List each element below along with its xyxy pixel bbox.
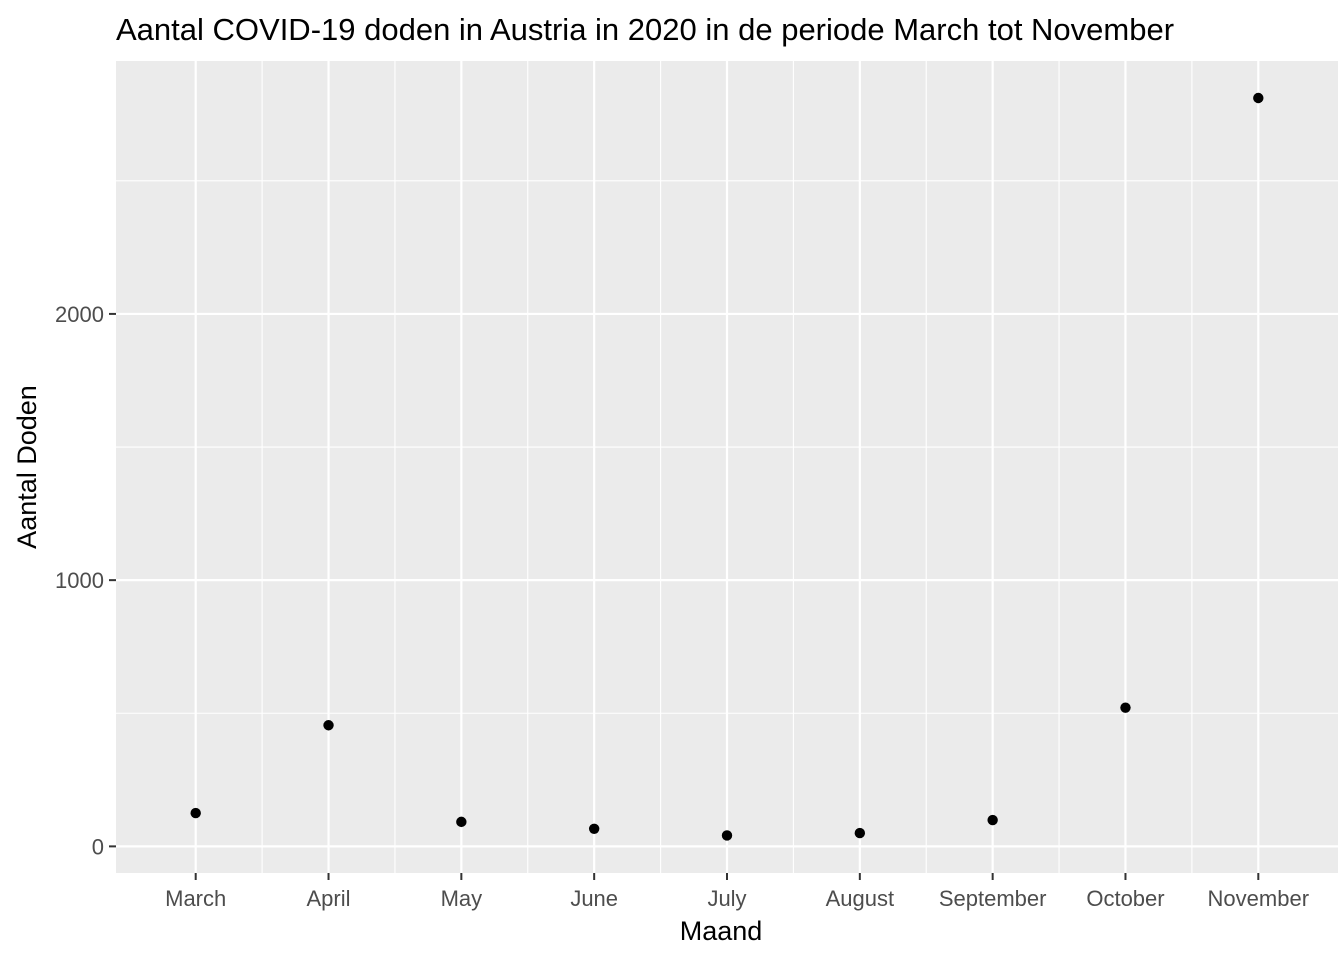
data-point	[588, 823, 600, 835]
data-points	[190, 92, 1264, 841]
grid-lines	[116, 61, 1338, 873]
data-point	[456, 816, 467, 828]
axes: 0 1000 2000 March April May June July August Sept…	[55, 302, 1309, 911]
x-axis-title: Maand	[680, 916, 763, 946]
x-tick-label: August	[826, 886, 895, 911]
y-tick-label: 0	[92, 834, 104, 859]
x-tick-label: November	[1208, 886, 1309, 911]
x-tick-label: June	[570, 886, 618, 911]
x-tick-label: July	[707, 886, 746, 911]
data-point	[721, 830, 733, 841]
data-point	[1120, 702, 1131, 713]
x-tick-label: May	[441, 886, 483, 911]
chart-title: Aantal COVID-19 doden in Austria in 2020…	[116, 12, 1174, 47]
data-point	[854, 827, 866, 839]
x-tick-label: March	[165, 886, 226, 911]
y-tick-label: 2000	[55, 302, 104, 327]
data-point	[987, 814, 998, 826]
y-axis-title: Aantal Doden	[12, 385, 42, 549]
x-tick-label: September	[939, 886, 1047, 911]
data-point	[323, 720, 334, 731]
x-tick-label: April	[307, 886, 351, 911]
data-point	[1253, 92, 1264, 104]
y-tick-label: 1000	[55, 568, 104, 593]
x-tick-label: October	[1086, 886, 1164, 911]
data-point	[190, 807, 201, 819]
